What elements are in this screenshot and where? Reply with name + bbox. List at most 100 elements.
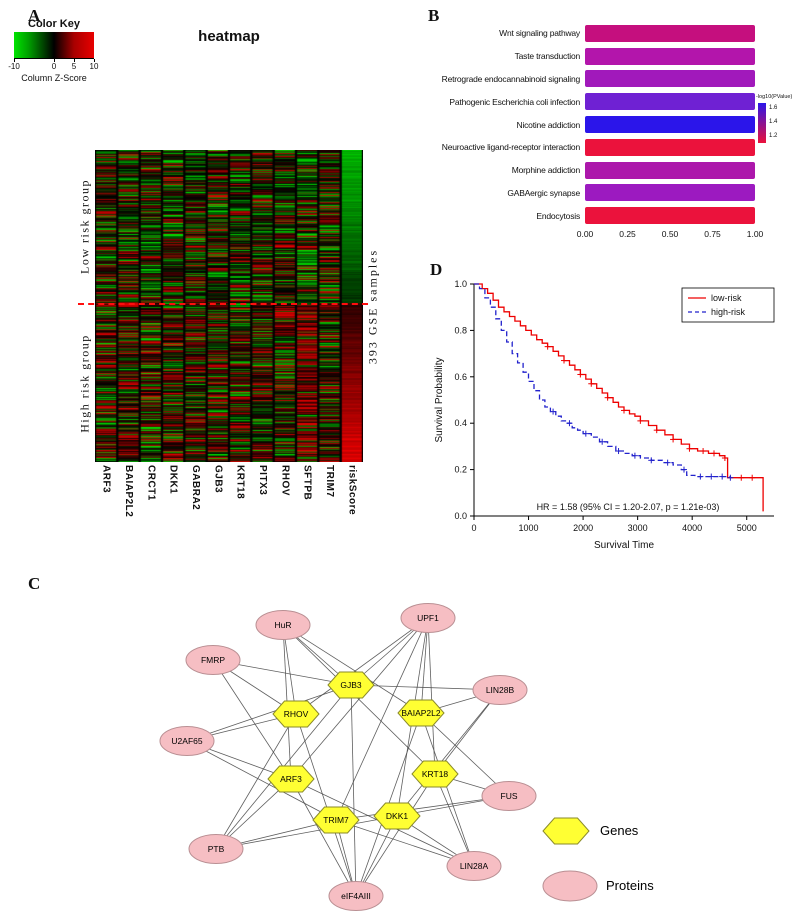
bar-axis-tick-label: 1.00: [746, 229, 764, 239]
y-tick-label: 0.6: [454, 372, 467, 382]
node-label: DKK1: [386, 811, 408, 821]
gene-hexagon: [397, 699, 445, 727]
pathway-bar-axis: 0.00 0.25 0.50 0.75 1.00: [577, 229, 764, 241]
heatmap-column-label: PITX3: [256, 465, 268, 496]
pathway-bar-track: [585, 93, 755, 111]
node-label: LIN28A: [460, 861, 489, 871]
panel-a-label: A: [28, 6, 41, 25]
network-node-RHOV: RHOV: [272, 700, 320, 728]
node-label: FMRP: [201, 655, 225, 665]
y-tick-label: 0.2: [454, 465, 467, 475]
x-tick-label: 0: [471, 523, 476, 533]
pathway-color-legend: -log10(PValue) 1.6 1.4 1.2: [756, 94, 794, 143]
network-node-FUS: FUS: [481, 781, 537, 811]
pathway-bar: [585, 24, 755, 42]
network-node-HuR: HuR: [255, 610, 311, 640]
pathway-legend-title: -log10(PValue): [756, 94, 793, 100]
pathway-bar-track: [585, 70, 755, 88]
risk-group-divider-line: [78, 303, 368, 305]
pathway-label: Nicotine addiction: [516, 119, 581, 130]
pathway-bar: [585, 116, 755, 134]
network-node-eIF4AIII: eIF4AIII: [328, 881, 384, 911]
heatmap-column-label: GABRA2: [189, 465, 201, 511]
heatmap-column-label-cell: GABRA2: [184, 465, 206, 529]
pathway-label: Taste transduction: [514, 51, 581, 62]
heatmap-column-label-cell: riskScore: [341, 465, 363, 529]
samples-count-label: 393 GSE samples: [365, 248, 380, 365]
node-label: BAIAP2L2: [401, 708, 440, 718]
pathway-label: Neuroactive ligand-receptor interaction: [441, 142, 580, 153]
network-edge: [186, 684, 352, 742]
heatmap-column-label: GJB3: [212, 465, 224, 494]
pathway-bar-row: Taste transduction: [432, 45, 762, 68]
pathway-bar-row: Retrograde endocannabinoid signaling: [432, 68, 762, 91]
pathway-bar-track: [585, 116, 755, 134]
heatmap-column-label-cell: PITX3: [251, 465, 273, 529]
network-node-UPF1: UPF1: [400, 603, 456, 633]
legend-genes-label: Genes: [600, 823, 639, 838]
network-edge: [434, 689, 501, 775]
network-node-ARF3: ARF3: [267, 765, 315, 793]
node-label: LIN28B: [486, 685, 515, 695]
color-key-tick-mark: [94, 59, 95, 62]
network-node-DKK1: DKK1: [373, 802, 421, 830]
pathway-bar-track: [585, 47, 755, 65]
color-key-tick-label: 5: [71, 62, 77, 71]
gene-hexagon: [411, 760, 459, 788]
legend-tick-label: 1.2: [769, 133, 778, 139]
x-tick-label: 4000: [682, 523, 702, 533]
heatmap-column-label: SFTPB: [301, 465, 313, 501]
network-node-PTB: PTB: [188, 834, 244, 864]
pathway-bar-row: Endocytosis: [432, 204, 762, 227]
color-key-tick-label: -10: [8, 62, 20, 71]
heatmap-matrix: [95, 150, 363, 462]
gene-protein-network: HuR UPF1 FMRP GJB3 LIN28B RHOV BAIAP2L2 U2AF65 A…: [159, 603, 654, 911]
legend-proteins-label: Proteins: [606, 878, 654, 893]
pathway-bar-row: Wnt signaling pathway: [432, 22, 762, 45]
pathway-label: Morphine addiction: [511, 165, 580, 176]
km-legend-label-low: low-risk: [711, 293, 742, 303]
network-node-FMRP: FMRP: [185, 645, 241, 675]
network-edge: [215, 815, 398, 850]
heatmap-color-key: Color Key -10 0 5 10 Column Z-Score: [8, 18, 100, 83]
y-tick-label: 0.0: [454, 511, 467, 521]
pathway-legend-gradient: [758, 103, 766, 143]
panel-d-label: D: [430, 260, 443, 279]
heatmap-column-label-cell: TRIM7: [318, 465, 340, 529]
x-tick-label: 3000: [628, 523, 648, 533]
pathway-legend-ticks: 1.6 1.4 1.2: [769, 103, 791, 143]
pathway-bar-track: [585, 207, 755, 225]
high-risk-group-label: High risk group: [77, 334, 92, 433]
pathway-bar-track: [585, 161, 755, 179]
pathway-bar-chart: Wnt signaling pathway Taste transduction R…: [432, 22, 762, 227]
network-edge: [427, 617, 436, 775]
x-tick-label: 2000: [573, 523, 593, 533]
network-edge: [290, 778, 357, 897]
heatmap-column-label: BAIAP2L2: [122, 465, 134, 518]
color-key-tick-mark: [54, 59, 55, 62]
panel-b-label: B: [428, 6, 440, 25]
protein-ellipse: [255, 610, 311, 640]
bar-axis-tick-label: 0.25: [619, 229, 636, 239]
network-edge: [295, 713, 357, 897]
color-key-tick-label: 0: [51, 62, 57, 71]
node-label: UPF1: [417, 613, 439, 623]
protein-ellipse: [159, 726, 215, 756]
low-risk-group-label: Low risk group: [77, 179, 92, 274]
node-label: eIF4AIII: [341, 891, 371, 901]
network-edge: [420, 712, 475, 867]
network-node-BAIAP2L2: BAIAP2L2: [397, 699, 445, 727]
pathway-label: Wnt signaling pathway: [499, 28, 580, 39]
network-edge: [335, 795, 510, 821]
network-node-U2AF65: U2AF65: [159, 726, 215, 756]
bar-axis-tick-label: 0.75: [704, 229, 721, 239]
color-key-xlabel: Column Z-Score: [21, 73, 87, 83]
legend-tick-label: 1.4: [769, 119, 778, 125]
pathway-bar-row: GABAergic synapse: [432, 182, 762, 205]
pathway-label: GABAergic synapse: [507, 187, 580, 198]
network-edge: [212, 659, 292, 780]
legend-tick-label: 1.6: [769, 105, 778, 111]
pathway-label: Endocytosis: [536, 210, 580, 221]
protein-ellipse: [185, 645, 241, 675]
network-edge: [396, 689, 501, 817]
